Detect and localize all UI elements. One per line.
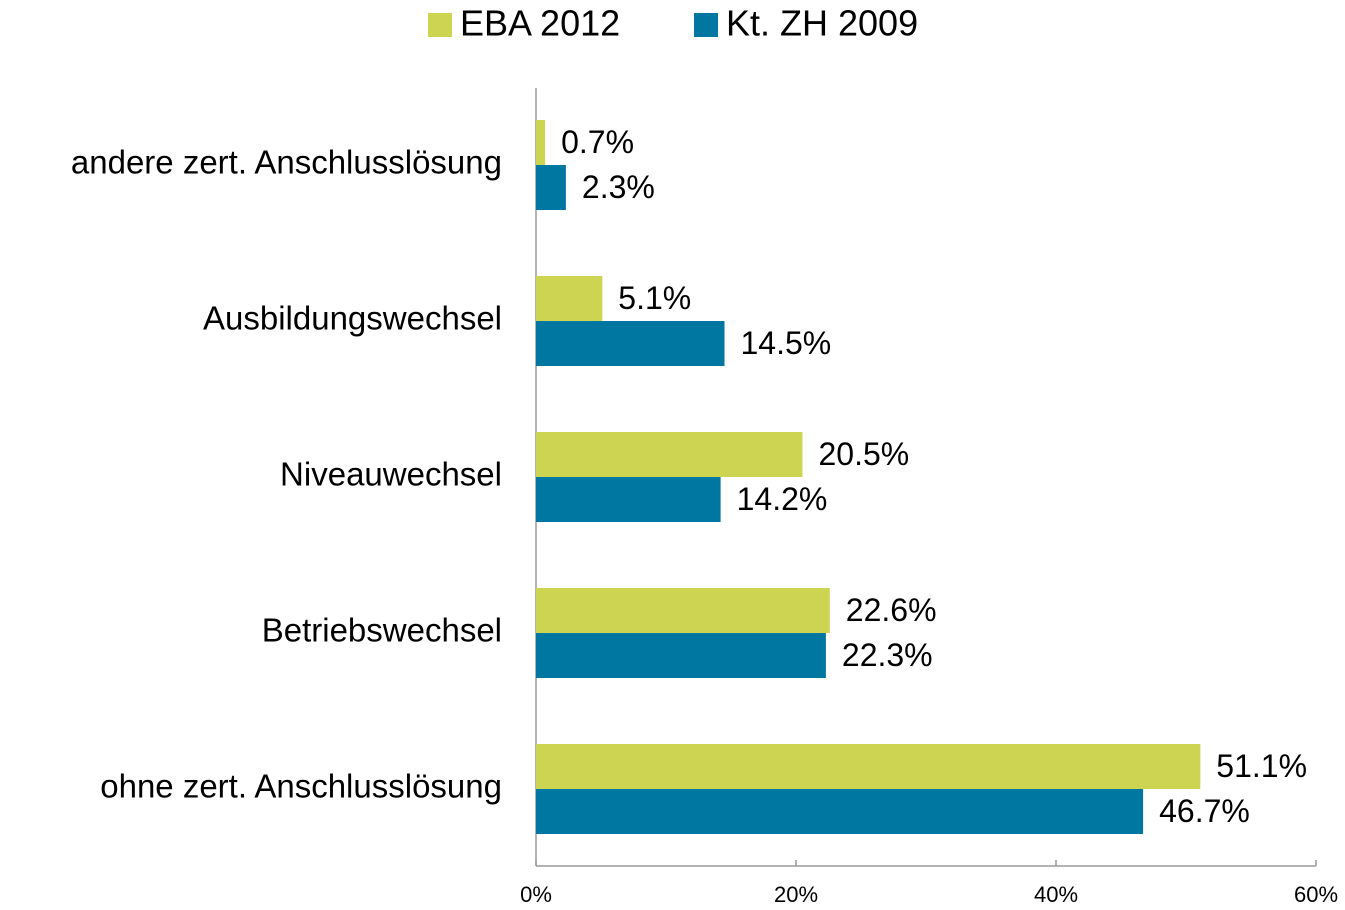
legend-label: EBA 2012 — [460, 3, 620, 44]
bar — [536, 276, 603, 321]
x-tick-label: 40% — [1034, 882, 1078, 907]
bar — [536, 744, 1201, 789]
value-label: 46.7% — [1159, 793, 1250, 829]
legend-swatch — [694, 13, 718, 37]
value-label: 5.1% — [618, 280, 691, 316]
value-label: 20.5% — [819, 436, 910, 472]
bar — [536, 432, 803, 477]
y-tick-label: Niveauwechsel — [280, 456, 502, 493]
value-label: 2.3% — [582, 169, 655, 205]
legend-swatch — [428, 13, 452, 37]
x-tick-label: 20% — [774, 882, 818, 907]
value-label: 51.1% — [1216, 748, 1307, 784]
y-tick-label: Ausbildungswechsel — [203, 300, 502, 337]
y-tick-label: ohne zert. Anschlusslösung — [100, 768, 502, 805]
value-label: 14.2% — [737, 481, 828, 517]
bar — [536, 120, 546, 165]
bar — [536, 588, 830, 633]
value-label: 0.7% — [561, 124, 634, 160]
x-tick-label: 0% — [520, 882, 552, 907]
bar — [536, 633, 826, 678]
legend-label: Kt. ZH 2009 — [726, 3, 918, 44]
y-tick-label: andere zert. Anschlusslösung — [71, 144, 502, 181]
bar — [536, 789, 1144, 834]
value-label: 22.3% — [842, 637, 933, 673]
x-tick-label: 60% — [1294, 882, 1338, 907]
value-label: 22.6% — [846, 592, 937, 628]
bar — [536, 477, 721, 522]
bar — [536, 321, 725, 366]
value-label: 14.5% — [741, 325, 832, 361]
y-tick-label: Betriebswechsel — [262, 612, 502, 649]
bar — [536, 165, 566, 210]
